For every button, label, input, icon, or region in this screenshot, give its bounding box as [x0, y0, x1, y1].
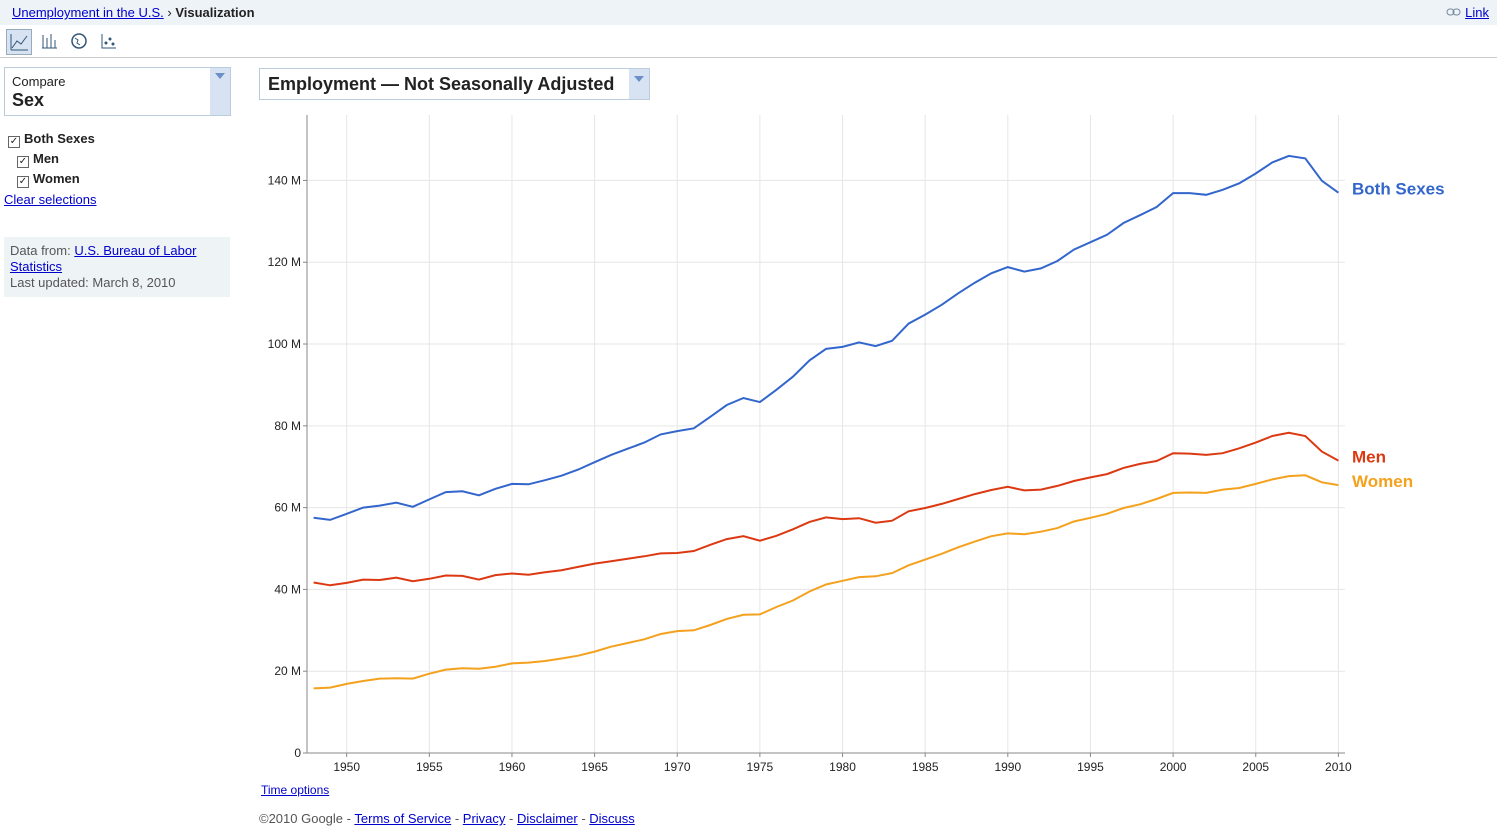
bubble-chart-tool[interactable]: [96, 29, 120, 53]
x-tick-label: 2005: [1242, 760, 1269, 774]
breadcrumb-link[interactable]: Unemployment in the U.S.: [12, 5, 164, 20]
clear-selections[interactable]: Clear selections: [4, 192, 97, 207]
checkbox[interactable]: ✓: [8, 136, 20, 148]
checkbox[interactable]: ✓: [17, 176, 29, 188]
x-tick-label: 1965: [581, 760, 608, 774]
x-tick-label: 1985: [912, 760, 939, 774]
y-tick-label: 20 M: [274, 664, 301, 678]
x-tick-label: 1960: [499, 760, 526, 774]
compare-label: Compare: [12, 74, 66, 89]
y-tick-label: 60 M: [274, 501, 301, 515]
series-line: [313, 474, 1339, 690]
x-tick-label: 1990: [994, 760, 1021, 774]
y-tick-label: 80 M: [274, 419, 301, 433]
x-tick-label: 1995: [1077, 760, 1104, 774]
last-updated: Last updated: March 8, 2010: [10, 275, 176, 290]
footer-link[interactable]: Privacy: [462, 811, 506, 826]
x-tick-label: 1970: [664, 760, 691, 774]
dropdown-arrow[interactable]: [629, 69, 649, 99]
link-button[interactable]: Link: [1446, 5, 1489, 20]
y-tick-label: 40 M: [274, 582, 301, 596]
x-tick-label: 1950: [333, 760, 360, 774]
breadcrumb-current: Visualization: [175, 5, 255, 20]
footer-link[interactable]: Discuss: [589, 811, 635, 826]
options: ✓ Both Sexes ✓ Men ✓ Women: [8, 129, 95, 189]
bar-chart-tool[interactable]: [38, 29, 62, 53]
series-line: [313, 431, 1339, 587]
compare-dropdown[interactable]: Compare Sex: [4, 67, 231, 116]
x-tick-label: 2010: [1325, 760, 1352, 774]
footer: ©2010 Google - Terms of Service - Privac…: [259, 811, 635, 826]
y-tick-label: 120 M: [268, 255, 301, 269]
y-tick-label: 100 M: [268, 337, 301, 351]
footer-link[interactable]: Disclaimer: [517, 811, 578, 826]
footer-separator: -: [346, 811, 351, 826]
top-bar: Unemployment in the U.S. › Visualization…: [0, 0, 1497, 25]
breadcrumb-separator: ›: [167, 5, 172, 20]
chart-title: Employment — Not Seasonally Adjusted: [268, 74, 615, 94]
chart: 0 20 M 40 M 60 M 80 M 100 M 120 M 140 M 1950 1955…: [268, 115, 1445, 774]
legend-label: Women: [1352, 472, 1413, 491]
option-label[interactable]: Men: [33, 151, 59, 166]
legend-label: Men: [1352, 448, 1386, 467]
checkbox[interactable]: ✓: [17, 156, 29, 168]
compare-value: Sex: [12, 90, 45, 110]
legend-label: Both Sexes: [1352, 180, 1445, 199]
source-link[interactable]: U.S. Bureau of Labor Statistics: [10, 243, 197, 274]
footer-separator: -: [509, 811, 514, 826]
dropdown-arrow[interactable]: [210, 68, 230, 115]
breadcrumb: Unemployment in the U.S. › Visualization: [12, 5, 255, 20]
link-text[interactable]: Link: [1465, 5, 1489, 20]
x-tick-label: 1975: [747, 760, 774, 774]
link-icon: [1446, 8, 1461, 16]
line-chart-tool[interactable]: [6, 29, 32, 55]
x-tick-label: 2000: [1160, 760, 1187, 774]
option-row[interactable]: ✓ Men: [8, 149, 95, 169]
source-label: Data from:: [10, 243, 71, 258]
toolbar: [0, 25, 1497, 58]
y-tick-label: 140 M: [268, 173, 301, 187]
option-row[interactable]: ✓ Women: [8, 169, 95, 189]
footer-link[interactable]: Terms of Service: [354, 811, 452, 826]
y-tick-label: 0: [294, 746, 301, 760]
source-box: Data from: U.S. Bureau of Labor Statisti…: [4, 237, 230, 297]
x-tick-label: 1980: [829, 760, 856, 774]
copyright: ©2010 Google: [259, 811, 344, 826]
series-line: [313, 154, 1339, 521]
x-tick-label: 1955: [416, 760, 443, 774]
option-label[interactable]: Women: [33, 171, 80, 186]
footer-separator: -: [454, 811, 460, 826]
footer-separator: -: [581, 811, 586, 826]
option-label[interactable]: Both Sexes: [24, 131, 95, 146]
time-options[interactable]: Time options: [261, 783, 330, 797]
map-tool[interactable]: [67, 29, 91, 53]
option-row[interactable]: ✓ Both Sexes: [8, 129, 95, 149]
metric-dropdown[interactable]: Employment — Not Seasonally Adjusted: [259, 68, 650, 100]
